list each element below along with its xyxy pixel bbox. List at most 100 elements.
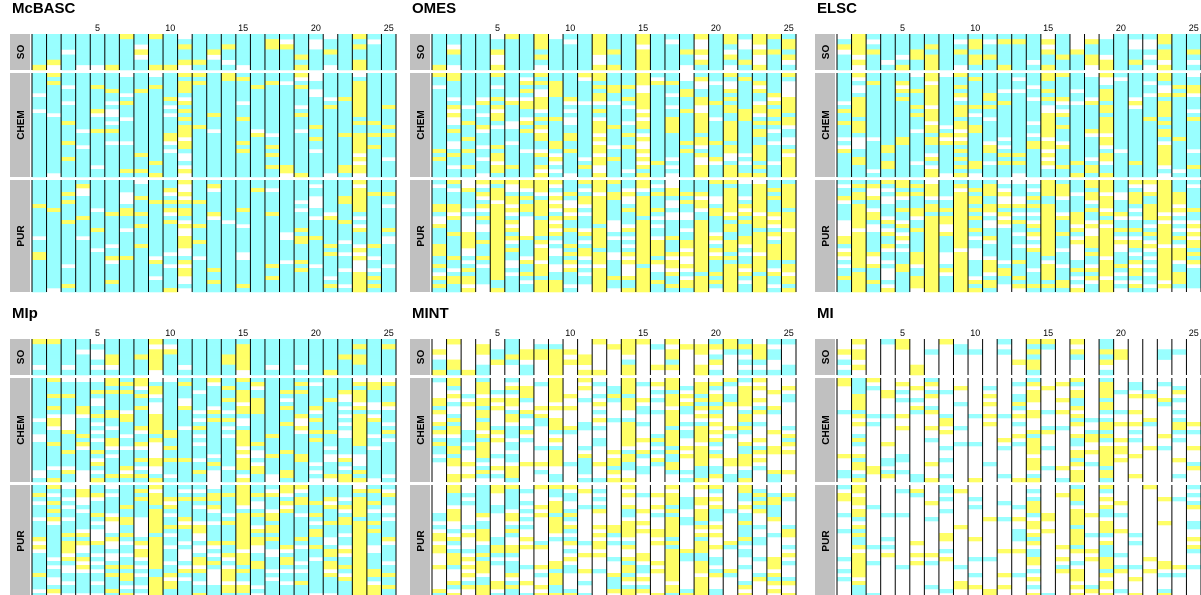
heatmap-cell: [61, 280, 76, 284]
heatmap-cell: [866, 216, 881, 220]
heatmap-cell: [1012, 117, 1027, 121]
heatmap-cell: [781, 268, 796, 272]
heatmap-cell: [105, 394, 120, 398]
heatmap-cell: [881, 73, 896, 77]
heatmap-cell: [1114, 145, 1129, 149]
heatmap-cell: [866, 272, 881, 276]
heatmap-cell: [1085, 288, 1100, 292]
heatmap-cell: [134, 149, 149, 153]
heatmap-cell: [723, 204, 738, 208]
heatmap-cell: [309, 85, 324, 89]
heatmap-cell: [939, 34, 954, 39]
heatmap-cell: [1041, 288, 1056, 292]
heatmap-cell: [592, 252, 607, 256]
heatmap-cell: [461, 97, 476, 101]
heatmap-cell: [1128, 34, 1143, 39]
heatmap-cell: [90, 240, 105, 244]
heatmap-cell: [1085, 236, 1100, 240]
heatmap-cell: [578, 117, 593, 121]
heatmap-cell: [119, 220, 134, 224]
heatmap-cell: [461, 145, 476, 149]
heatmap-cell: [767, 81, 782, 85]
heatmap-cell: [505, 196, 520, 200]
heatmap-cell: [134, 165, 149, 169]
heatmap-cell: [1099, 288, 1114, 292]
heatmap-cell: [76, 386, 91, 390]
heatmap-cell: [752, 184, 767, 188]
heatmap-cell: [447, 89, 462, 93]
heatmap-cell: [250, 153, 265, 157]
heatmap-cell: [953, 192, 968, 196]
heatmap-cell: [192, 406, 207, 410]
heatmap-cell: [265, 360, 280, 365]
heatmap-cell: [76, 89, 91, 93]
heatmap-cell: [265, 370, 280, 375]
heatmap-cell: [323, 208, 338, 212]
heatmap-cell: [1114, 184, 1129, 188]
heatmap-cell: [280, 450, 295, 454]
heatmap-cell: [250, 165, 265, 169]
heatmap-cell: [119, 188, 134, 192]
heatmap-cell: [192, 77, 207, 81]
heatmap-cell: [352, 248, 367, 252]
heatmap-cell: [1157, 109, 1172, 113]
heatmap-cell: [32, 133, 47, 137]
heatmap-cell: [207, 354, 222, 359]
heatmap-cell: [32, 39, 47, 44]
heatmap-cell: [519, 288, 534, 292]
heatmap-cell: [1070, 125, 1085, 129]
heatmap-cell: [519, 204, 534, 208]
heatmap-cell: [621, 65, 636, 70]
heatmap-cell: [323, 370, 338, 375]
heatmap-cell: [105, 224, 120, 228]
heatmap-cell: [105, 73, 120, 77]
heatmap-cell: [323, 169, 338, 173]
heatmap-cell: [1041, 184, 1056, 188]
heatmap-cell: [476, 165, 491, 169]
heatmap-cell: [432, 240, 447, 244]
heatmap-cell: [680, 224, 695, 228]
heatmap-cell: [192, 450, 207, 454]
heatmap-cell: [752, 145, 767, 149]
heatmap-cell: [924, 145, 939, 149]
heatmap-cell: [280, 248, 295, 252]
heatmap-cell: [895, 228, 910, 232]
heatmap-cell: [280, 188, 295, 192]
heatmap-cell: [881, 244, 896, 248]
heatmap-cell: [1143, 149, 1158, 153]
heatmap-cell: [752, 228, 767, 232]
heatmap-cell: [61, 39, 76, 44]
heatmap-cell: [47, 165, 62, 169]
heatmap-cell: [294, 248, 309, 252]
heatmap-cell: [968, 101, 983, 105]
heatmap-cell: [1085, 240, 1100, 244]
group-label: PUR: [416, 225, 427, 247]
heatmap-cell: [1172, 165, 1187, 169]
heatmap-cell: [1070, 204, 1085, 208]
heatmap-cell: [236, 105, 251, 109]
heatmap-cell: [178, 113, 193, 117]
heatmap-cell: [636, 248, 651, 252]
heatmap-cell: [352, 39, 367, 44]
heatmap-cell: [294, 454, 309, 458]
heatmap-cell: [1085, 109, 1100, 113]
heatmap-cell: [752, 284, 767, 288]
heatmap-cell: [61, 129, 76, 133]
heatmap-cell: [1099, 216, 1114, 220]
heatmap-cell: [221, 161, 236, 165]
heatmap-cell: [548, 77, 563, 81]
heatmap-cell: [178, 200, 193, 204]
heatmap-cell: [505, 133, 520, 137]
heatmap-cell: [236, 272, 251, 276]
heatmap-cell: [953, 44, 968, 49]
heatmap-cell: [294, 280, 309, 284]
heatmap-cell: [134, 113, 149, 117]
heatmap-cell: [367, 77, 382, 81]
heatmap-cell: [323, 105, 338, 109]
heatmap-cell: [680, 89, 695, 93]
heatmap-cell: [650, 101, 665, 105]
heatmap-cell: [837, 129, 852, 133]
x-tick-label: 5: [95, 328, 100, 338]
heatmap-cell: [265, 390, 280, 394]
heatmap-cell: [1172, 276, 1187, 280]
